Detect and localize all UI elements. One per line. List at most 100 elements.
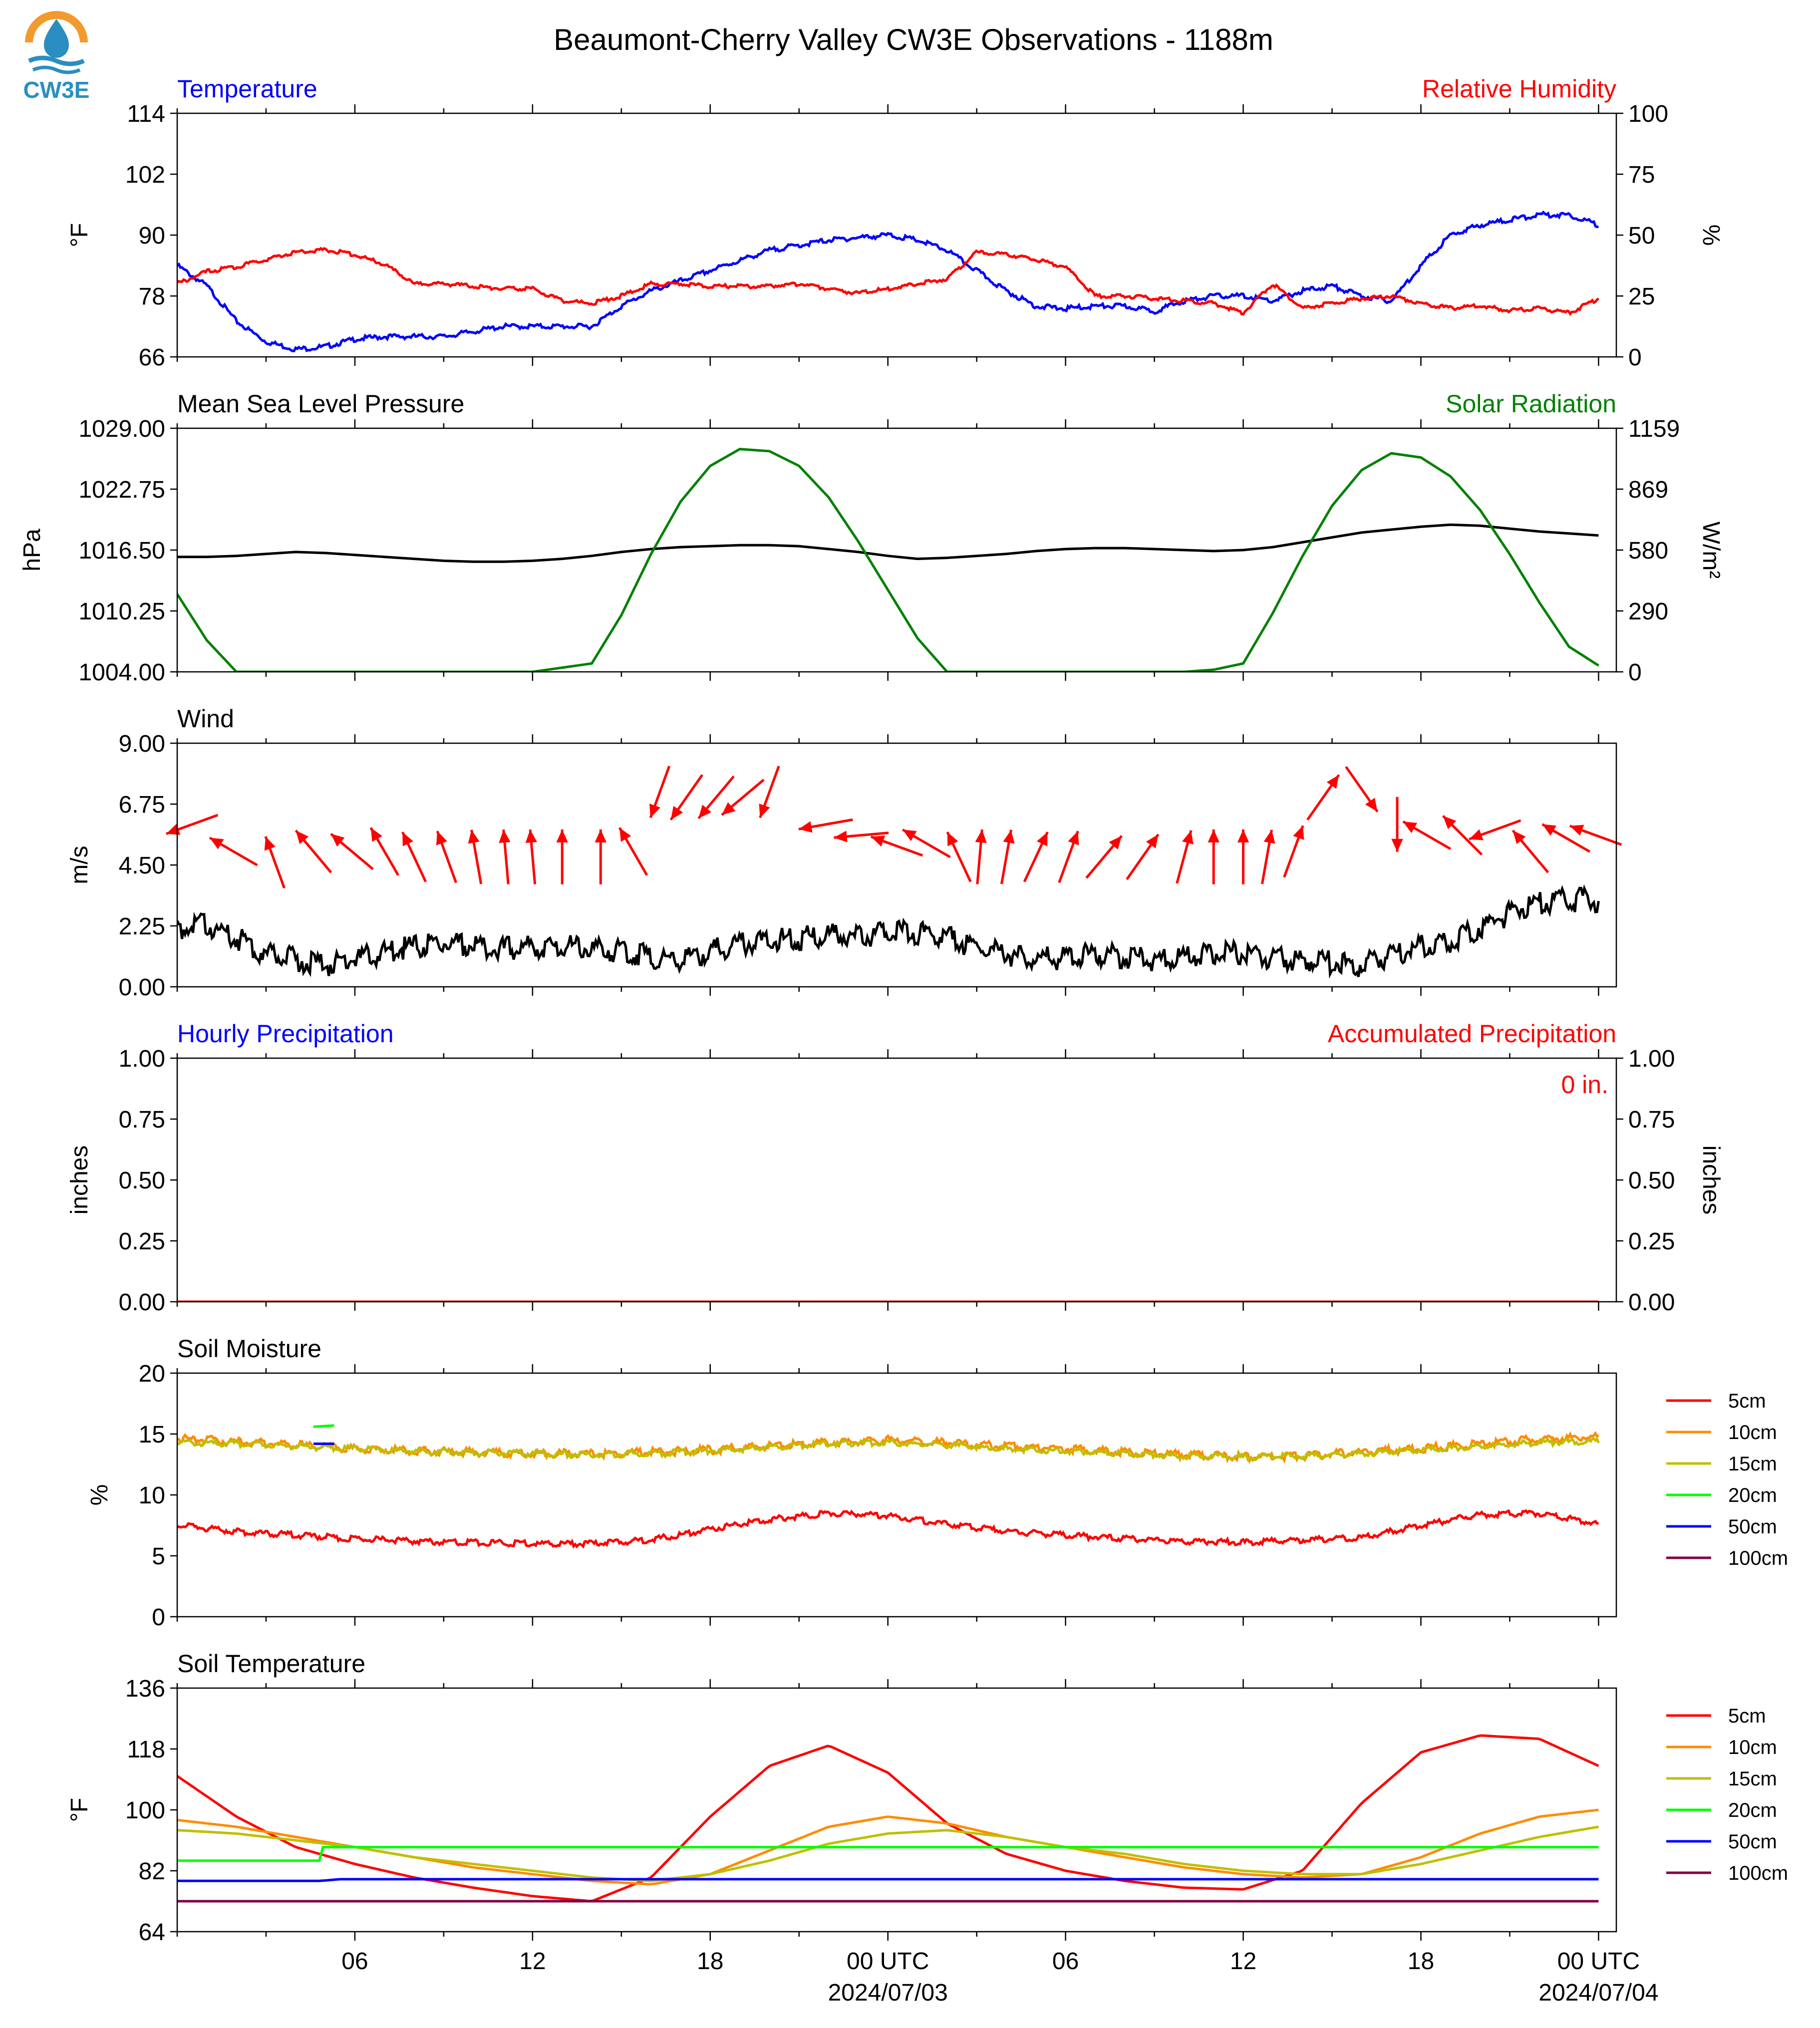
legend-label: 5cm [1728, 1390, 1766, 1412]
series-soil-moisture-2-15cm [177, 1437, 1600, 1462]
y-tick-label: 78 [139, 284, 165, 310]
wind-arrow [1469, 819, 1521, 841]
panel-left-title: Hourly Precipitation [177, 1020, 394, 1048]
plot-frame [176, 427, 1617, 673]
wind-arrow [1000, 830, 1015, 884]
y2-tick-label: 1.00 [1628, 1046, 1675, 1072]
x-tick-label: 18 [697, 1948, 723, 1975]
y-tick-label: 6.75 [119, 792, 165, 818]
y-axis-label: m/s [66, 846, 93, 884]
wind-arrow [556, 829, 568, 884]
y-tick-label: 136 [125, 1676, 165, 1702]
y-tick-label: 102 [125, 162, 165, 188]
series-soil-moisture-0-5cm [177, 1509, 1599, 1549]
y2-tick-label: 75 [1628, 162, 1655, 188]
plot-frame [176, 1372, 1617, 1618]
y-tick-label: 100 [125, 1797, 165, 1824]
wind-arrow [595, 829, 607, 884]
y-tick-label: 9.00 [119, 731, 165, 757]
wind-arrow [669, 774, 703, 821]
wind-arrow [401, 831, 427, 882]
y-tick-label: 2.25 [119, 913, 165, 940]
wind-arrow [525, 829, 537, 884]
wind-arrow [870, 835, 923, 857]
legend-label: 10cm [1728, 1737, 1777, 1758]
wind-arrow [1569, 825, 1622, 846]
wind-arrow [649, 766, 671, 819]
wind-arrow [1023, 831, 1049, 882]
date-label: 2024/07/04 [1538, 1980, 1658, 2006]
y-tick-label: 114 [127, 101, 165, 127]
logo-text: CW3E [23, 77, 90, 103]
wind-arrow [975, 829, 987, 884]
legend-label: 50cm [1728, 1831, 1777, 1853]
wind-arrow [1260, 830, 1275, 884]
date-label: 2024/07/03 [828, 1980, 948, 2006]
y-axis-label: °F [66, 1798, 93, 1822]
y-axis-label: inches [66, 1146, 93, 1215]
y-tick-label: 1016.50 [78, 538, 165, 564]
series-soil-moisture-3-20cm [313, 1424, 334, 1428]
y-tick-label: 0.00 [119, 1289, 165, 1316]
y-axis-label: % [86, 1484, 113, 1506]
wind-arrow [1283, 825, 1304, 878]
wind-arrow [499, 829, 511, 884]
y-tick-label: 10 [139, 1482, 165, 1509]
y2-tick-label: 0 [1628, 659, 1642, 686]
wind-arrow [618, 827, 648, 876]
wind-arrow [946, 831, 972, 882]
x-tick-label: 06 [341, 1948, 368, 1975]
y-tick-label: 1010.25 [78, 598, 165, 625]
y-tick-label: 1022.75 [78, 477, 165, 503]
wind-arrow [1126, 834, 1160, 880]
series-soil-temperature-2-15cm [177, 1825, 1599, 1882]
wind-arrow [436, 831, 457, 883]
series-temp-rh-1 [177, 247, 1600, 316]
y-tick-label: 1.00 [119, 1046, 165, 1072]
wind-arrow [1306, 774, 1340, 821]
panel-pressure-solar: 1004.00 1010.25 1016.50 1022.75 1029.00 0 290 5… [19, 390, 1724, 686]
panel-left-title: Mean Sea Level Pressure [177, 390, 464, 418]
legend-label: 100cm [1728, 1862, 1788, 1884]
series-soil-temperature-3-20cm [177, 1846, 1599, 1862]
x-tick-label: 00 UTC [847, 1948, 929, 1975]
x-tick-label: 06 [1052, 1948, 1079, 1975]
wind-arrow [468, 830, 483, 884]
y-tick-label: 64 [139, 1919, 165, 1946]
panel-left-title: Soil Moisture [177, 1335, 321, 1363]
panel-right-title: Accumulated Precipitation [1328, 1020, 1616, 1048]
y-axis-label: hPa [19, 529, 45, 572]
wind-arrow [759, 766, 780, 819]
y2-tick-label: 0.00 [1628, 1289, 1675, 1316]
wind-arrow [721, 779, 765, 816]
y2-axis-label: W/m² [1698, 522, 1724, 579]
x-tick-label: 12 [1230, 1948, 1256, 1975]
x-tick-label: 18 [1408, 1948, 1434, 1975]
y-tick-label: 1004.00 [78, 659, 165, 686]
series-pressure-solar-0 [177, 523, 1599, 563]
legend-label: 20cm [1728, 1484, 1777, 1506]
wind-arrow [798, 818, 853, 833]
wind-arrow [1085, 835, 1123, 879]
y-tick-label: 118 [127, 1737, 165, 1763]
wind-arrow [834, 831, 889, 843]
cw3e-logo: CW3E [23, 11, 90, 103]
wind-arrow [1402, 820, 1452, 851]
series-wind-0 [177, 884, 1600, 979]
y2-tick-label: 869 [1628, 477, 1668, 503]
wind-arrow [902, 828, 951, 859]
y2-axis-label: % [1698, 225, 1724, 246]
wind-arrow [1391, 797, 1403, 852]
series-pressure-solar-1 [177, 448, 1599, 672]
plot-frame [176, 112, 1617, 358]
y-tick-label: 15 [139, 1422, 165, 1448]
y-tick-label: 0.75 [119, 1107, 165, 1133]
legend-label: 20cm [1728, 1799, 1777, 1821]
legend-label: 10cm [1728, 1422, 1777, 1444]
wind-arrow [1058, 831, 1079, 883]
wind-arrow [209, 837, 258, 867]
plot-frame [176, 1057, 1617, 1303]
panel-left-title: Temperature [177, 75, 317, 103]
y2-tick-label: 0 [1628, 344, 1642, 371]
